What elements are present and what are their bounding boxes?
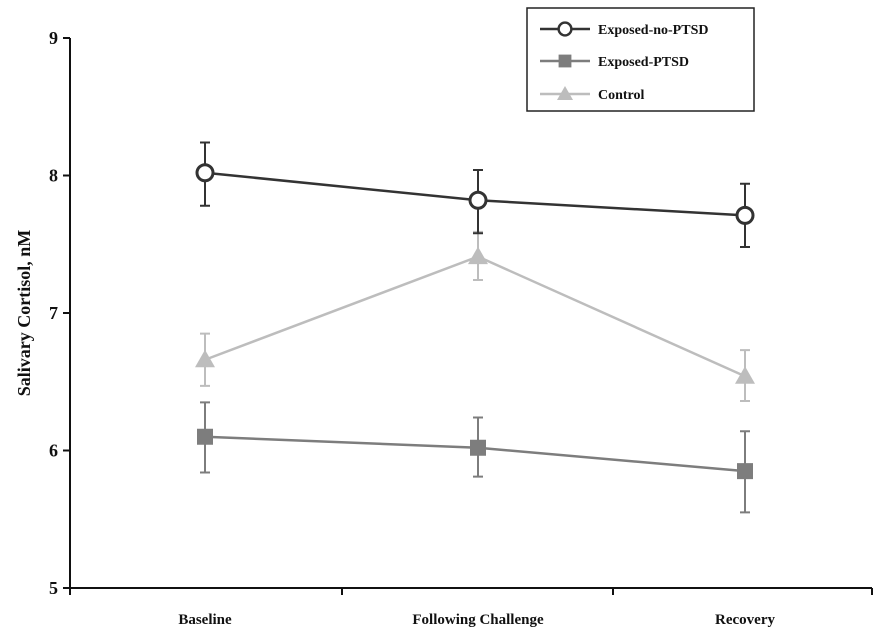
- series-lines-layer: [204, 171, 746, 473]
- y-axis-title: Salivary Cortisol, nM: [14, 230, 34, 397]
- triangle-marker: [195, 349, 215, 368]
- square-marker: [197, 428, 213, 445]
- y-tick-label: 8: [49, 166, 58, 186]
- y-ticks-layer: 5 6 7 8 9: [49, 28, 70, 598]
- x-ticks-layer: Baseline Following Challenge Recovery: [69, 588, 873, 628]
- triangle-marker: [468, 246, 488, 265]
- series-line: [204, 255, 746, 378]
- y-tick-label: 7: [49, 303, 58, 323]
- y-tick-label: 9: [49, 28, 58, 48]
- x-tick-label: Following Challenge: [412, 612, 544, 628]
- square-marker: [558, 54, 572, 68]
- axes-layer: [69, 38, 872, 589]
- circle-marker: [735, 205, 755, 225]
- legend-label: Exposed-PTSD: [598, 55, 689, 70]
- square-marker: [470, 439, 486, 456]
- circle-marker: [468, 190, 488, 210]
- y-tick-label: 5: [49, 578, 58, 598]
- square-marker: [737, 463, 753, 480]
- triangle-marker: [557, 86, 573, 100]
- x-tick-label: Recovery: [715, 612, 775, 628]
- legend-label: Exposed-no-PTSD: [598, 23, 708, 38]
- legend: Exposed-no-PTSD Exposed-PTSD Control: [526, 7, 755, 112]
- legend-label: Control: [598, 88, 645, 103]
- triangle-marker: [735, 366, 755, 384]
- x-tick-label: Baseline: [178, 612, 232, 628]
- markers-layer: [195, 163, 755, 480]
- circle-marker: [557, 21, 573, 37]
- y-tick-label: 6: [49, 441, 58, 461]
- circle-marker: [195, 163, 215, 183]
